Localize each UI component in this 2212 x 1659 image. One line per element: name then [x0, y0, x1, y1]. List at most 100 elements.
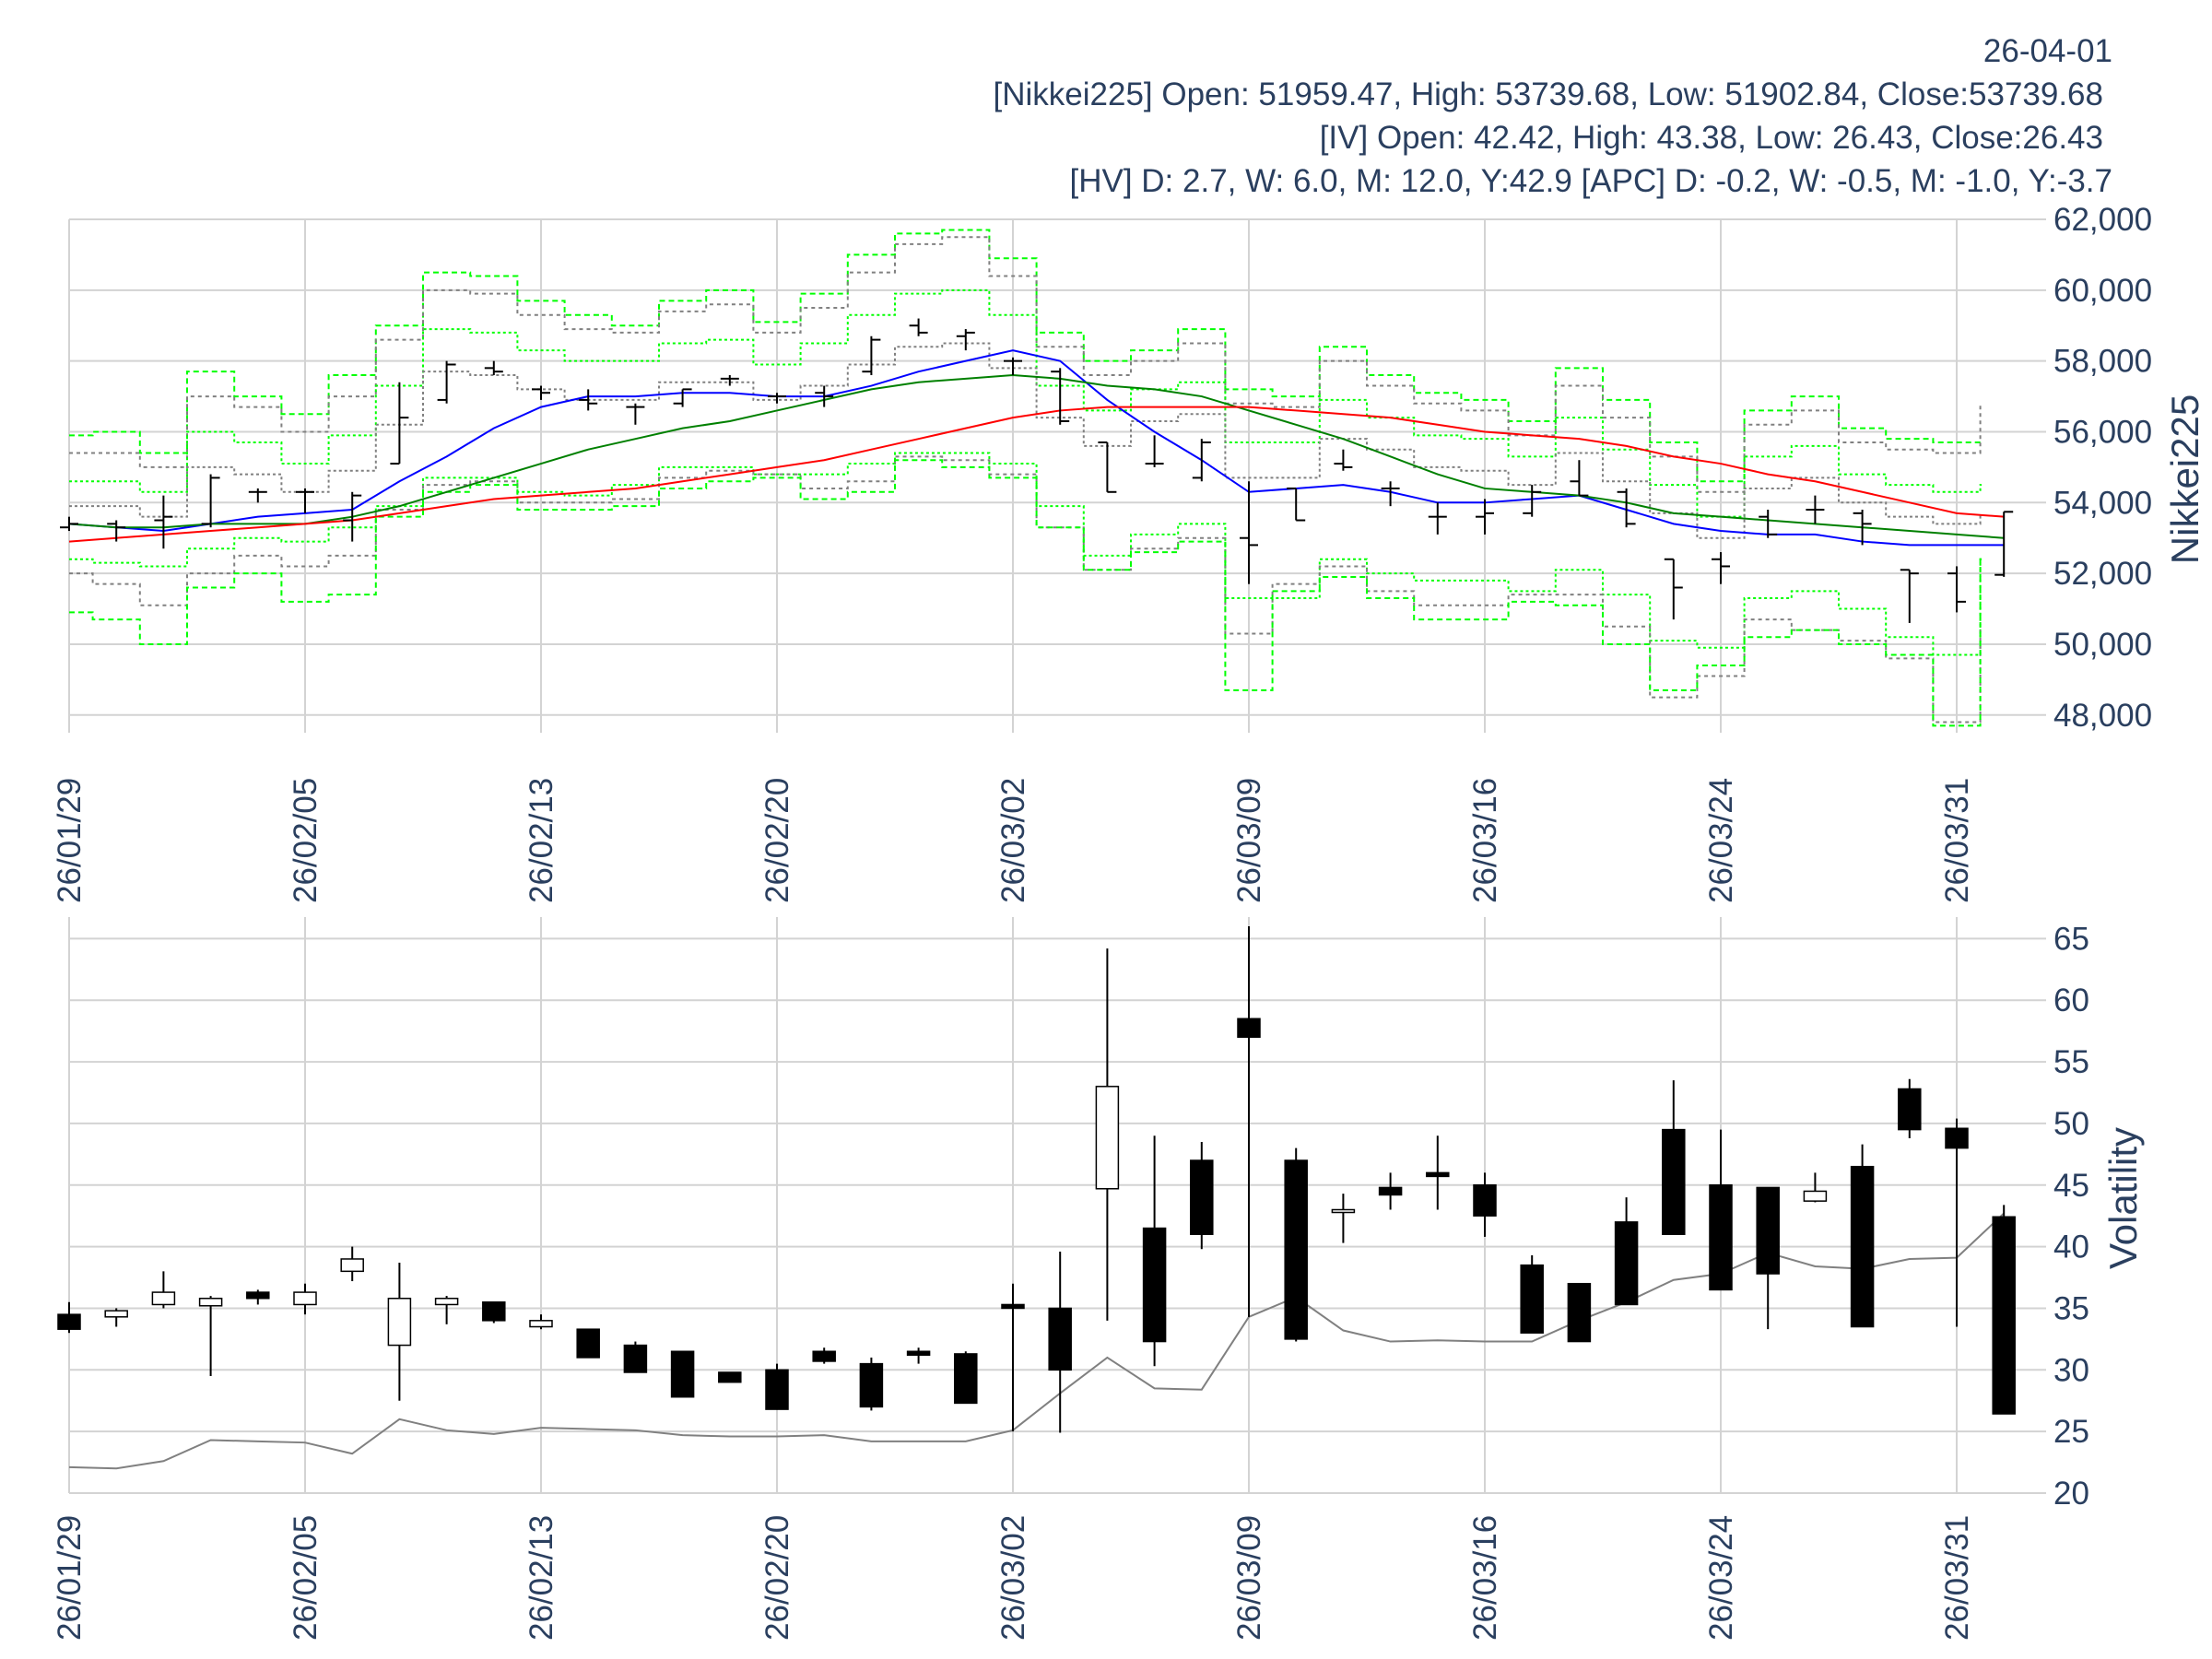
- candle: [1614, 1197, 1639, 1306]
- ohlc-bar: [1098, 441, 1117, 493]
- y-tick-label: 60: [2053, 982, 2089, 1018]
- candle: [812, 1347, 836, 1364]
- ohlc-bar: [862, 335, 881, 376]
- ohlc-bar: [1381, 481, 1400, 507]
- candle: [293, 1283, 317, 1315]
- y-tick-label: 60,000: [2053, 273, 2152, 309]
- moving-average-line: [68, 374, 2005, 539]
- ohlc-bar: [1051, 368, 1070, 425]
- x-tick-label: 26/01/29: [52, 1515, 88, 1641]
- x-tick-label: 26/03/31: [1939, 1515, 1975, 1641]
- x-tick-label: 26/03/24: [1703, 1515, 1739, 1641]
- ohlc-bar: [1287, 487, 1306, 522]
- candle: [1945, 1118, 1969, 1327]
- y-tick-label: 52,000: [2053, 556, 2152, 592]
- ohlc-bar: [768, 393, 786, 404]
- ohlc-bar: [909, 318, 928, 336]
- candle: [151, 1271, 176, 1309]
- candle: [482, 1301, 506, 1324]
- header-iv-ohlc: [IV] Open: 42.42, High: 43.38, Low: 26.4…: [1319, 120, 2103, 156]
- ohlc-bar: [248, 488, 267, 503]
- ohlc-bar: [1712, 552, 1730, 584]
- x-tick-label: 26/02/05: [288, 1515, 324, 1641]
- ohlc-bar: [1145, 435, 1164, 467]
- moving-average-line: [68, 349, 2005, 547]
- y-tick-label: 62,000: [2053, 202, 2152, 238]
- ohlc-bar: [484, 360, 503, 376]
- candle: [1898, 1078, 1922, 1138]
- candle: [1095, 948, 1120, 1321]
- y-axis-label: Nikkei225: [2163, 394, 2206, 564]
- x-tick-label: 26/03/09: [1231, 778, 1267, 903]
- candle: [1709, 1129, 1733, 1291]
- ohlc-bar: [343, 491, 362, 542]
- candle: [718, 1371, 742, 1383]
- ohlc-bar: [579, 389, 598, 411]
- ohlc-bar: [154, 495, 173, 549]
- ohlc-bar: [1664, 558, 1683, 620]
- candle: [906, 1347, 931, 1364]
- x-tick-label: 26/03/31: [1939, 778, 1975, 903]
- y-tick-label: 54,000: [2053, 485, 2152, 521]
- ohlc-bar: [296, 488, 314, 513]
- candle: [765, 1363, 789, 1410]
- y-tick-label: 65: [2053, 921, 2089, 957]
- x-tick-label: 26/02/13: [524, 1515, 559, 1641]
- ohlc-bar: [201, 474, 220, 528]
- candle: [1142, 1135, 1167, 1367]
- candle: [1803, 1172, 1828, 1203]
- y-tick-label: 25: [2053, 1414, 2089, 1450]
- candle: [340, 1246, 364, 1282]
- candle: [954, 1351, 978, 1405]
- y-tick-label: 50: [2053, 1106, 2089, 1142]
- ohlc-bar: [673, 388, 692, 407]
- y-tick-label: 50,000: [2053, 627, 2152, 663]
- candle: [1426, 1135, 1450, 1210]
- candle: [1284, 1147, 1308, 1342]
- candle: [1048, 1251, 1072, 1433]
- candle: [1850, 1144, 1875, 1328]
- header-nikkei-ohlc: [Nikkei225] Open: 51959.47, High: 53739.…: [993, 76, 2104, 112]
- ohlc-bar: [1900, 569, 1919, 623]
- candle: [1190, 1141, 1214, 1250]
- y-tick-label: 56,000: [2053, 414, 2152, 450]
- x-tick-label: 26/03/16: [1467, 778, 1503, 903]
- candle: [246, 1289, 270, 1305]
- x-tick-label: 26/02/20: [759, 778, 795, 903]
- ohlc-bar: [532, 385, 550, 400]
- candle: [1662, 1080, 1686, 1235]
- candle: [1331, 1194, 1356, 1243]
- x-tick-label: 26/03/24: [1703, 778, 1739, 903]
- candle: [670, 1350, 695, 1398]
- candle: [387, 1262, 412, 1401]
- ohlc-bar: [1192, 439, 1211, 482]
- moving-average-line: [68, 406, 2005, 543]
- y-tick-label: 35: [2053, 1290, 2089, 1326]
- candle: [859, 1357, 884, 1411]
- y-axis-label: Volatility: [2101, 1127, 2145, 1269]
- ohlc-bar: [1570, 460, 1589, 497]
- ohlc-bar: [1334, 449, 1353, 471]
- x-tick-label: 26/02/20: [759, 1515, 795, 1641]
- candle: [1992, 1205, 2016, 1415]
- ohlc-bar: [1853, 509, 1872, 546]
- y-tick-label: 40: [2053, 1230, 2089, 1265]
- ohlc-bar: [1994, 511, 2014, 577]
- ohlc-bar: [956, 329, 975, 351]
- candle: [1473, 1172, 1497, 1237]
- y-tick-label: 48,000: [2053, 698, 2152, 734]
- candle: [1378, 1172, 1403, 1210]
- x-tick-label: 26/02/13: [524, 778, 559, 903]
- ohlc-bar: [1240, 481, 1258, 584]
- ohlc-bar: [1947, 566, 1966, 613]
- candle: [1756, 1186, 1780, 1330]
- ohlc-bar: [1759, 509, 1778, 538]
- y-tick-label: 55: [2053, 1044, 2089, 1080]
- candle: [104, 1308, 128, 1327]
- x-tick-label: 26/01/29: [52, 778, 88, 903]
- candle: [57, 1301, 81, 1334]
- x-tick-label: 26/03/16: [1467, 1515, 1503, 1641]
- candle: [1001, 1283, 1025, 1432]
